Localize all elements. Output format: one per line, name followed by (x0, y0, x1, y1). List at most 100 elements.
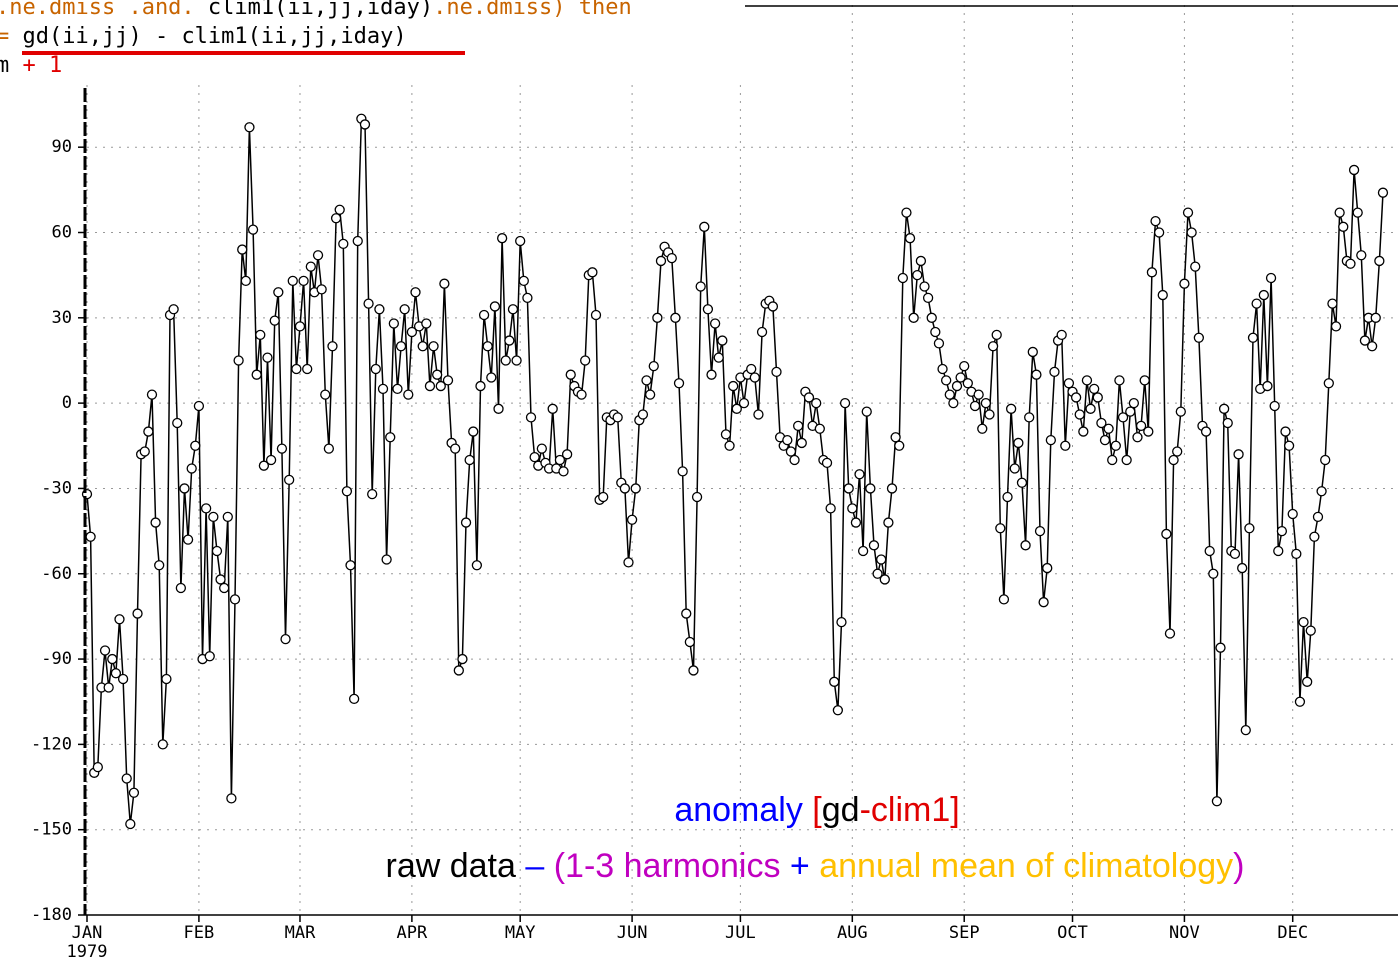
data-point (709, 318, 721, 329)
data-point (374, 304, 385, 315)
data-point (691, 491, 703, 503)
data-point (1247, 332, 1259, 343)
data-point (211, 545, 223, 557)
data-point (998, 594, 1010, 605)
data-point (525, 412, 537, 423)
data-point (1107, 454, 1118, 466)
data-point (1049, 366, 1060, 377)
data-point (1110, 440, 1121, 451)
data-point (125, 818, 136, 830)
data-point (980, 397, 992, 409)
data-point (1085, 403, 1096, 414)
data-point (385, 432, 396, 443)
data-point (1287, 508, 1298, 520)
data-point (276, 443, 288, 454)
data-point (1078, 426, 1089, 437)
data-point (951, 380, 963, 392)
data-point (237, 244, 248, 255)
data-point (522, 292, 533, 304)
data-point (200, 503, 212, 514)
data-point (558, 466, 569, 477)
data-point (338, 238, 349, 250)
data-point (1172, 446, 1183, 457)
data-point (955, 372, 966, 383)
data-point (630, 483, 641, 494)
data-point (1283, 440, 1295, 451)
data-point (590, 309, 602, 321)
data-point (128, 787, 140, 798)
data-point (987, 341, 999, 352)
data-point (345, 560, 356, 571)
data-point (287, 275, 298, 286)
x-tick-label: AUG (837, 923, 868, 943)
data-point (536, 443, 547, 454)
data-point (561, 449, 573, 460)
data-point (1121, 454, 1132, 466)
data-point (182, 534, 194, 545)
data-point (673, 378, 685, 389)
data-point (305, 261, 316, 272)
data-point (327, 341, 338, 352)
data-point (1348, 164, 1360, 176)
plot-area (81, 113, 1389, 830)
data-point (475, 380, 486, 392)
data-point (154, 560, 165, 571)
data-point (814, 423, 825, 434)
data-point (626, 514, 638, 525)
y-tick-label: -120 (31, 734, 72, 754)
code-overlay-bg (0, 0, 745, 82)
annotation-segment: (1-3 harmonics (544, 847, 780, 885)
code-line-segment: = (0, 24, 23, 49)
data-point (1352, 207, 1363, 218)
y-tick-label: 30 (52, 308, 72, 328)
data-point (493, 403, 504, 414)
data-point (684, 636, 696, 648)
data-point (280, 634, 291, 645)
code-line: m + 1 (0, 53, 62, 78)
data-point (529, 452, 540, 463)
data-point (478, 309, 490, 321)
data-point (644, 389, 656, 400)
data-point (388, 318, 399, 329)
data-point (912, 270, 923, 281)
data-point (1190, 261, 1201, 272)
data-point (587, 267, 598, 278)
data-point (1240, 725, 1251, 736)
data-point (486, 372, 497, 383)
data-point (175, 582, 187, 594)
annotations: anomaly [gd-clim1] raw data – (1-3 harmon… (386, 791, 1245, 885)
data-point (1251, 298, 1262, 309)
data-point (1099, 434, 1111, 446)
data-point (688, 665, 699, 676)
data-point (334, 204, 345, 215)
data-point (1309, 531, 1320, 542)
data-point (749, 372, 760, 383)
data-point (1182, 207, 1194, 218)
data-point (1020, 540, 1031, 551)
data-point (403, 389, 414, 400)
data-point (959, 361, 970, 372)
data-point (1291, 548, 1302, 559)
data-point (811, 397, 822, 409)
data-point (204, 651, 215, 662)
data-point (876, 554, 887, 565)
data-point (868, 540, 880, 551)
data-point (417, 341, 428, 352)
data-point (269, 315, 280, 326)
data-point (1330, 321, 1342, 332)
data-point (1204, 545, 1215, 557)
data-point (839, 397, 851, 409)
data-point (995, 523, 1006, 534)
y-tick-label: -30 (41, 478, 72, 498)
data-point (1208, 568, 1219, 579)
data-point (1356, 250, 1367, 261)
data-point (1269, 400, 1280, 412)
annotation-segment: + (780, 847, 819, 885)
data-point (1074, 409, 1085, 420)
annotation-segment: ) (1233, 847, 1244, 885)
data-point (348, 693, 360, 705)
data-point (1222, 417, 1233, 429)
data-point (1063, 378, 1075, 389)
data-point (886, 483, 898, 494)
